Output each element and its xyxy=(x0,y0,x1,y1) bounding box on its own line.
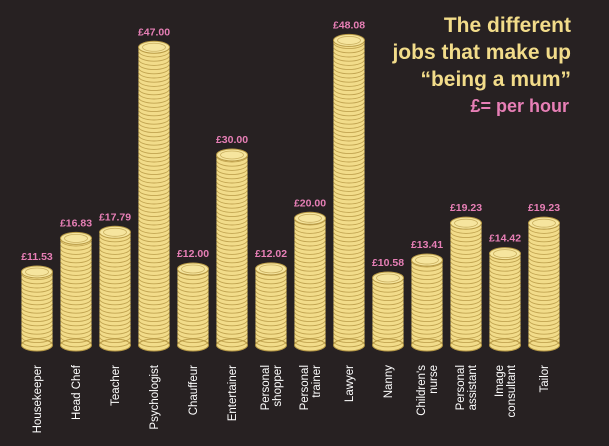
coin-stack-bar xyxy=(138,40,170,352)
category-label: Teacher xyxy=(110,365,122,406)
category-label: Head Chef xyxy=(71,364,83,420)
value-label: £47.00 xyxy=(138,26,170,38)
value-label: £17.79 xyxy=(99,211,131,223)
unit-note: £= per hour xyxy=(470,96,569,116)
value-label: £30.00 xyxy=(216,134,248,146)
category-label: Personalshopper xyxy=(260,365,284,411)
coin-stack-bar xyxy=(177,262,209,352)
category-label: Lawyer xyxy=(344,365,356,402)
category-label: Housekeeper xyxy=(32,365,44,434)
coin-stack-bar xyxy=(216,148,248,352)
title-line-1: The different xyxy=(443,14,571,37)
category-label: Chauffeur xyxy=(188,365,200,415)
category-label: Children'snurse xyxy=(416,365,440,416)
chart-title: The different jobs that make up “being a… xyxy=(392,12,571,93)
category-label: Entertainer xyxy=(227,365,239,421)
title-line-3: “being a mum” xyxy=(420,68,571,91)
value-label: £12.00 xyxy=(177,248,209,260)
coin-stack-bar xyxy=(60,231,92,352)
value-label: £19.23 xyxy=(450,202,482,214)
coin-stack-bar xyxy=(21,265,53,352)
coin-stack-bar xyxy=(333,33,365,352)
coin-stack-bar xyxy=(528,216,560,352)
value-label: £12.02 xyxy=(255,248,287,260)
category-label: Tailor xyxy=(539,365,551,393)
coin-stack-bar xyxy=(255,262,287,352)
value-label: £48.08 xyxy=(333,19,365,31)
value-label: £11.53 xyxy=(21,251,53,263)
coin-stack-bar xyxy=(99,225,131,352)
value-label: £20.00 xyxy=(294,197,326,209)
coin-stack-bar xyxy=(489,247,521,352)
title-line-2: jobs that make up xyxy=(392,41,571,64)
value-label: £10.58 xyxy=(372,257,404,269)
category-label: Personaltrainer xyxy=(299,365,323,411)
category-label: Imageconsultant xyxy=(494,364,518,417)
value-label: £13.41 xyxy=(411,239,443,251)
category-label: Personalassistant xyxy=(455,364,479,410)
coin-stack-bar xyxy=(372,271,404,352)
category-label: Psychologist xyxy=(149,364,161,429)
value-label: £14.42 xyxy=(489,233,521,245)
category-label: Nanny xyxy=(383,365,395,398)
coin-stack-bar xyxy=(294,211,326,352)
value-label: £19.23 xyxy=(528,202,560,214)
coin-stack-bar xyxy=(450,216,482,352)
value-label: £16.83 xyxy=(60,217,92,229)
coin-stack-bar xyxy=(411,253,443,352)
